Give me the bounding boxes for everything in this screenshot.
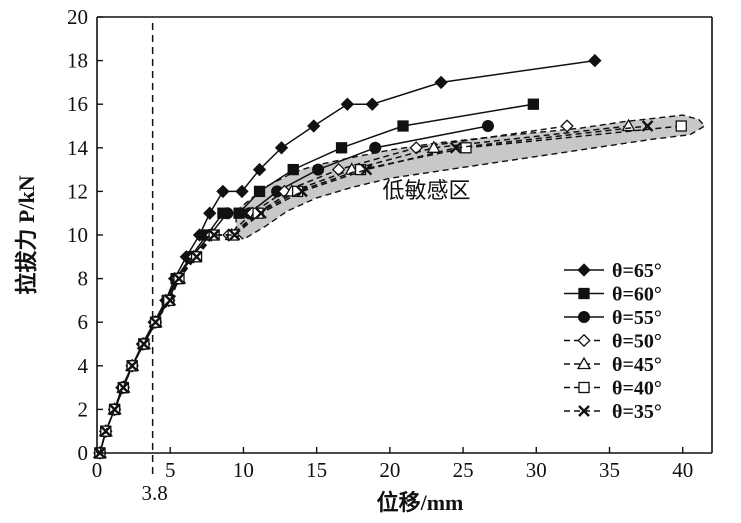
legend-label: θ=40° <box>612 378 662 400</box>
legend-entry: θ=60° <box>564 284 662 306</box>
x-tick-label: 10 <box>233 458 254 482</box>
data-point <box>190 250 203 263</box>
x-tick-label: 20 <box>379 458 400 482</box>
x-tick-label: 15 <box>306 458 327 482</box>
data-point <box>409 141 423 155</box>
y-tick-label: 18 <box>67 49 88 73</box>
low-sensitivity-band <box>235 114 706 241</box>
y-axis-title: 拉拔力 P/kN <box>14 175 39 294</box>
data-point <box>235 184 249 199</box>
legend: θ=65°θ=60°θ=55°θ=50°θ=45°θ=40°θ=35° <box>564 260 662 423</box>
annotation-low-sensitivity: 低敏感区 <box>382 179 470 204</box>
data-point <box>588 53 602 68</box>
data-point <box>252 162 267 177</box>
data-point <box>578 381 590 394</box>
series-group <box>92 53 687 460</box>
legend-entry: θ=50° <box>564 331 662 353</box>
data-point <box>255 207 267 220</box>
data-point <box>164 294 177 307</box>
data-point <box>203 206 217 220</box>
data-point <box>449 141 462 154</box>
axes: 0 2 4 6 8 10 12 14 16 18 20 0 5 10 15 20 25 30 35 40 <box>67 5 713 482</box>
legend-label: θ=60° <box>612 284 662 306</box>
data-point <box>578 311 590 323</box>
data-point <box>296 185 308 198</box>
y-tick-label: 12 <box>67 179 88 203</box>
legend-entry: θ=40° <box>564 378 662 400</box>
y-tick-label: 16 <box>67 92 88 116</box>
data-point <box>576 356 592 370</box>
data-point <box>360 163 373 176</box>
data-point <box>117 381 130 394</box>
data-point <box>287 163 299 176</box>
legend-label: θ=55° <box>612 307 662 329</box>
x-axis-title: 位移/mm <box>377 490 464 515</box>
y-tick-label: 0 <box>78 441 89 465</box>
y-tick-label: 8 <box>78 267 89 291</box>
legend-entry: θ=55° <box>564 307 662 329</box>
data-point <box>340 97 355 111</box>
legend-entry: θ=45° <box>564 354 662 376</box>
legend-label: θ=50° <box>612 331 662 353</box>
y-tick-label: 6 <box>78 310 89 334</box>
data-point <box>126 359 138 372</box>
data-point <box>577 333 591 348</box>
x-tick-label: 40 <box>672 458 693 482</box>
data-point <box>312 163 325 176</box>
data-point <box>228 229 241 241</box>
data-point <box>481 120 494 132</box>
data-point <box>365 97 379 111</box>
legend-entry: θ=65° <box>564 260 662 282</box>
legend-label: θ=65° <box>612 260 662 282</box>
y-tick-label: 20 <box>67 5 88 29</box>
data-point <box>307 119 321 133</box>
y-tick-label: 14 <box>67 136 89 160</box>
data-point <box>578 287 590 300</box>
legend-entry: θ=35° <box>564 401 662 423</box>
data-point <box>274 141 289 155</box>
data-point <box>252 207 264 219</box>
data-point <box>138 338 150 350</box>
data-point <box>527 98 540 110</box>
legend-label: θ=35° <box>612 401 662 423</box>
data-point <box>460 142 472 154</box>
data-point <box>675 120 687 132</box>
data-point <box>331 162 346 177</box>
data-point <box>560 119 574 133</box>
data-point <box>253 185 266 198</box>
data-point <box>641 120 654 132</box>
series-0 <box>93 53 602 460</box>
data-point <box>173 272 185 285</box>
y-tick-label: 2 <box>78 397 89 421</box>
data-point <box>149 316 162 329</box>
data-point <box>221 207 234 220</box>
series-6 <box>94 120 654 459</box>
x-tick-label: 25 <box>453 458 474 482</box>
data-point <box>434 75 448 90</box>
data-point <box>426 140 441 153</box>
data-point <box>108 403 121 416</box>
band-area <box>235 114 706 241</box>
data-point <box>335 142 348 154</box>
data-point <box>397 120 409 132</box>
series-3 <box>93 119 574 460</box>
data-point <box>577 263 591 277</box>
x-tick-label: 30 <box>526 458 547 482</box>
data-point <box>578 405 590 417</box>
reference-line-label: 3.8 <box>142 481 168 505</box>
y-tick-label: 10 <box>67 223 88 247</box>
x-tick-label: 5 <box>165 458 176 482</box>
series-line <box>99 59 596 454</box>
data-point <box>216 184 230 199</box>
data-point <box>369 141 382 154</box>
x-tick-label: 0 <box>92 458 103 482</box>
legend-label: θ=45° <box>612 354 662 376</box>
data-point <box>208 229 220 241</box>
data-point <box>99 425 112 438</box>
x-tick-label: 35 <box>599 458 620 482</box>
y-tick-label: 4 <box>78 354 89 378</box>
